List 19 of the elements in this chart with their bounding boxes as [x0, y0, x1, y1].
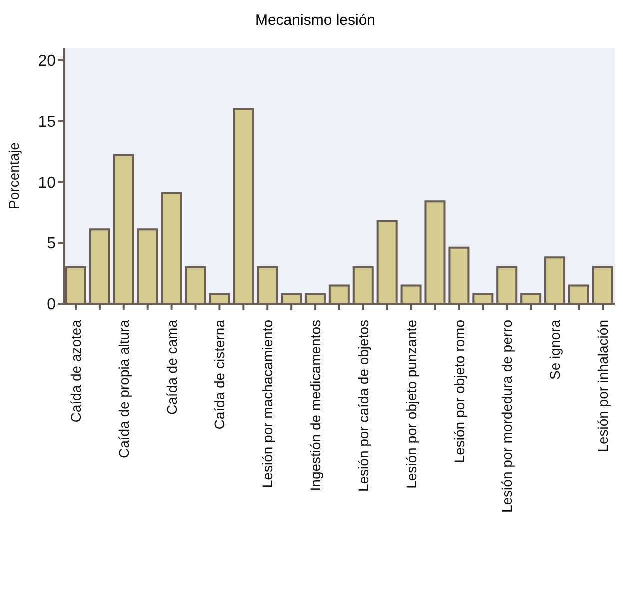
x-tick-label: Lesión por inhalación: [595, 320, 612, 452]
y-tick-label: 5: [47, 236, 56, 253]
x-tick-label: Lesión por machacamiento: [260, 320, 276, 488]
x-tick-label: Lesión por mordedura de perro: [499, 320, 516, 514]
y-tick-label: 15: [38, 114, 56, 131]
x-tick-label: Caída de cama: [164, 320, 180, 415]
y-axis-title: Porcentaje: [6, 142, 22, 210]
x-tick-label: Ingestión de medicamentos: [308, 320, 324, 492]
x-tick-label: Lesión por objeto romo: [451, 320, 468, 464]
x-tick-label: Caída de azotea: [68, 320, 84, 423]
y-tick-label: 20: [38, 52, 56, 70]
x-tick-label: Se ignora: [547, 320, 564, 380]
x-tick-label: Lesión por objeto punzante: [403, 320, 420, 489]
y-tick-label: 0: [47, 296, 56, 314]
chart-title: Mecanismo lesión: [254, 11, 377, 31]
x-tick-label: Lesión por caída de objetos: [355, 320, 372, 492]
x-tick-label: Caída de cisterna: [212, 320, 228, 430]
y-tick-label: 10: [38, 174, 56, 192]
x-tick-label: Caída de propia altura: [116, 320, 132, 459]
